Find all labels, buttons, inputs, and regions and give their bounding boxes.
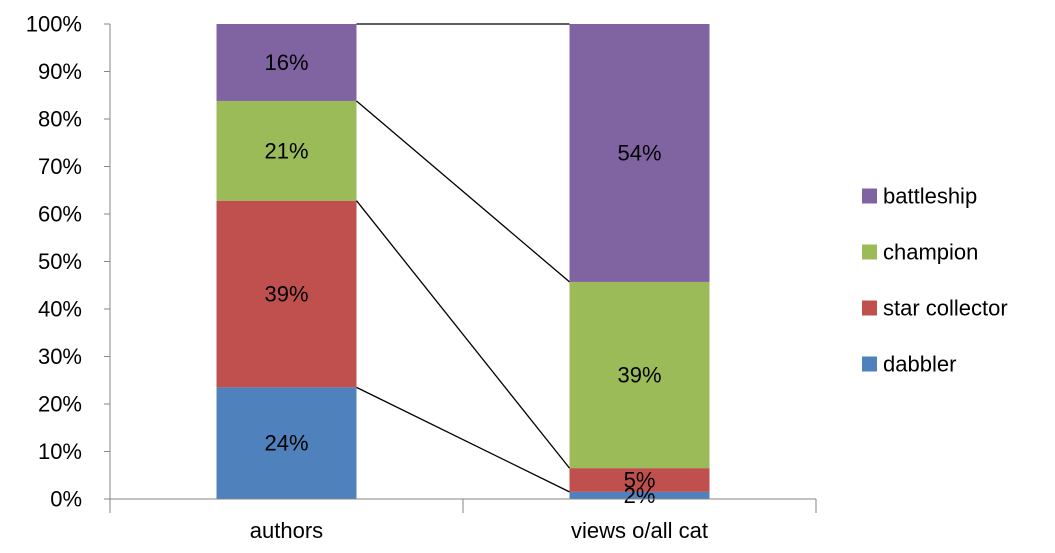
series-line-star-collector xyxy=(355,200,571,469)
bar-battleship-views-o-all-cat xyxy=(569,24,710,282)
data-label-dabbler-authors: 24% xyxy=(264,431,308,456)
y-tick-label: 80% xyxy=(38,107,82,132)
series-line-dabbler xyxy=(356,386,570,493)
legend-swatch-dabbler xyxy=(862,356,877,372)
series-lines-layer xyxy=(355,23,571,493)
data-label-champion-views-o-all-cat: 39% xyxy=(617,363,661,388)
bar-battleship-authors xyxy=(216,24,357,101)
bar-champion-authors xyxy=(216,100,357,201)
bar-dabbler-authors xyxy=(216,387,357,499)
y-tick-label: 20% xyxy=(38,392,82,417)
bar-champion-views-o-all-cat xyxy=(569,281,710,469)
data-label-battleship-authors: 16% xyxy=(264,50,308,75)
y-tick-label: 40% xyxy=(38,297,82,322)
legend: battleship champion star collector dabbler xyxy=(862,184,1008,377)
y-tick-label: 70% xyxy=(38,154,82,179)
y-tick-label: 100% xyxy=(26,12,82,37)
legend-label-star-collector: star collector xyxy=(883,296,1008,321)
data-label-battleship-views-o-all-cat: 54% xyxy=(617,140,661,165)
data-label-star-collector-authors: 39% xyxy=(264,282,308,307)
y-tick-label: 10% xyxy=(38,439,82,464)
data-labels-layer: 24% 39% 21% 16% 2%5% 39% 54% xyxy=(264,50,661,508)
data-label-star-collector-views-o-all-cat: 5% xyxy=(624,468,656,493)
bar-star-collector-views-o-all-cat xyxy=(569,468,710,492)
legend-label-dabbler: dabbler xyxy=(883,352,956,377)
x-label-authors: authors xyxy=(250,518,323,543)
bar-dabbler-views-o-all-cat xyxy=(569,491,710,499)
y-tick-label: 30% xyxy=(38,344,82,369)
series-line-champion xyxy=(356,100,570,283)
legend-swatch-battleship xyxy=(862,188,877,204)
x-label-views-o-all-cat: views o/all cat xyxy=(571,518,708,543)
legend-label-battleship: battleship xyxy=(883,184,977,209)
bar-star-collector-authors xyxy=(216,200,357,388)
data-label-champion-authors: 21% xyxy=(264,138,308,163)
legend-swatch-star-collector xyxy=(862,300,877,316)
y-tick-label: 0% xyxy=(50,487,82,512)
y-tick-label: 60% xyxy=(38,202,82,227)
legend-swatch-champion xyxy=(862,244,877,260)
bars-layer xyxy=(216,24,710,499)
x-axis-labels: authors views o/all cat xyxy=(109,499,817,543)
legend-label-champion: champion xyxy=(883,240,978,265)
y-tick-label: 90% xyxy=(38,59,82,84)
data-label-dabbler-views-o-all-cat: 2% xyxy=(624,483,656,508)
axes-layer xyxy=(109,24,816,500)
y-tick-label: 50% xyxy=(38,249,82,274)
y-axis-ticks: 0% 10% 20% 30% 40% 50% 60% 70% 80% 90% 100% xyxy=(26,12,110,512)
